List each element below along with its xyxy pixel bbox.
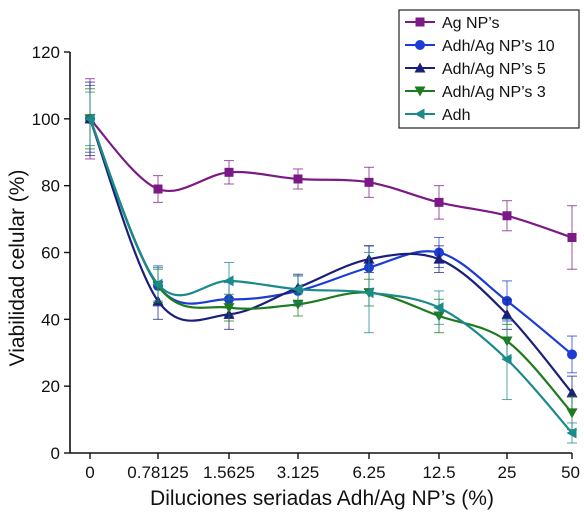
legend-item: Adh/Ag NP’s 5 <box>405 61 546 78</box>
series-4 <box>84 91 577 444</box>
data-point <box>153 184 163 194</box>
data-point <box>223 303 235 314</box>
legend-item: Ag NP’s <box>405 15 500 32</box>
legend-item: Adh/Ag NP’s 3 <box>405 84 546 101</box>
data-point <box>502 211 512 221</box>
legend-label: Adh <box>442 107 470 124</box>
series-3 <box>84 88 578 431</box>
data-point <box>566 427 577 439</box>
x-tick-label: 12.5 <box>422 463 455 482</box>
y-tick-label: 20 <box>41 377 60 396</box>
y-tick-label: 60 <box>41 244 60 263</box>
data-point <box>566 387 578 398</box>
data-point <box>152 278 163 290</box>
data-point <box>364 177 374 187</box>
x-tick-label: 3.125 <box>277 463 320 482</box>
data-point <box>567 349 577 360</box>
y-tick-label: 80 <box>41 177 60 196</box>
x-axis-title: Diluciones seriadas Adh/Ag NP’s (%) <box>150 487 494 510</box>
legend-marker <box>415 40 425 50</box>
legend-item: Adh <box>405 107 470 124</box>
x-tick-label: 1.5625 <box>203 463 255 482</box>
axes: 0 20 40 60 80 100 120 0 0.78125 1.5625 3.125 6.25 12… <box>32 43 580 482</box>
legend-marker <box>415 17 425 27</box>
legend-label: Adh/Ag NP’s 10 <box>442 38 555 55</box>
data-point <box>293 174 303 184</box>
x-tick-label: 50 <box>561 463 580 482</box>
legend-item: Adh/Ag NP’s 10 <box>405 38 555 55</box>
plot-area <box>84 78 578 444</box>
legend-marker <box>414 108 425 120</box>
x-tick-label: 0 <box>85 463 94 482</box>
data-point <box>292 283 303 295</box>
series-0 <box>85 78 577 270</box>
legend-label: Ag NP’s <box>442 15 500 32</box>
data-point <box>433 253 445 264</box>
series-line <box>89 118 573 239</box>
y-tick-label: 120 <box>32 43 60 62</box>
data-point <box>501 308 513 319</box>
data-point <box>434 197 444 207</box>
x-tick-label: 25 <box>498 463 517 482</box>
series-line <box>88 118 573 394</box>
legend: Ag NP’s Adh/Ag NP’s 10 Adh/Ag NP’s 5 Adh/Ag… <box>398 9 580 129</box>
data-point <box>224 167 234 177</box>
data-point <box>433 302 444 314</box>
data-point <box>363 287 374 299</box>
legend-marker <box>414 86 426 97</box>
x-tick-label: 0.78125 <box>127 463 188 482</box>
legend-label: Adh/Ag NP’s 5 <box>442 61 546 78</box>
data-point <box>501 353 512 365</box>
legend-box <box>398 9 580 129</box>
legend-marker <box>414 62 426 73</box>
x-tick-label: 6.25 <box>352 463 385 482</box>
data-point <box>223 275 234 287</box>
data-point <box>84 113 95 125</box>
y-tick-label: 100 <box>32 110 60 129</box>
data-point <box>566 408 578 419</box>
data-point <box>567 232 577 242</box>
y-tick-label: 40 <box>41 310 60 329</box>
y-tick-label: 0 <box>51 444 60 463</box>
y-axis-title: Viabilidad celular (%) <box>6 170 29 367</box>
legend-label: Adh/Ag NP’s 3 <box>442 84 546 101</box>
series-line <box>88 118 573 434</box>
